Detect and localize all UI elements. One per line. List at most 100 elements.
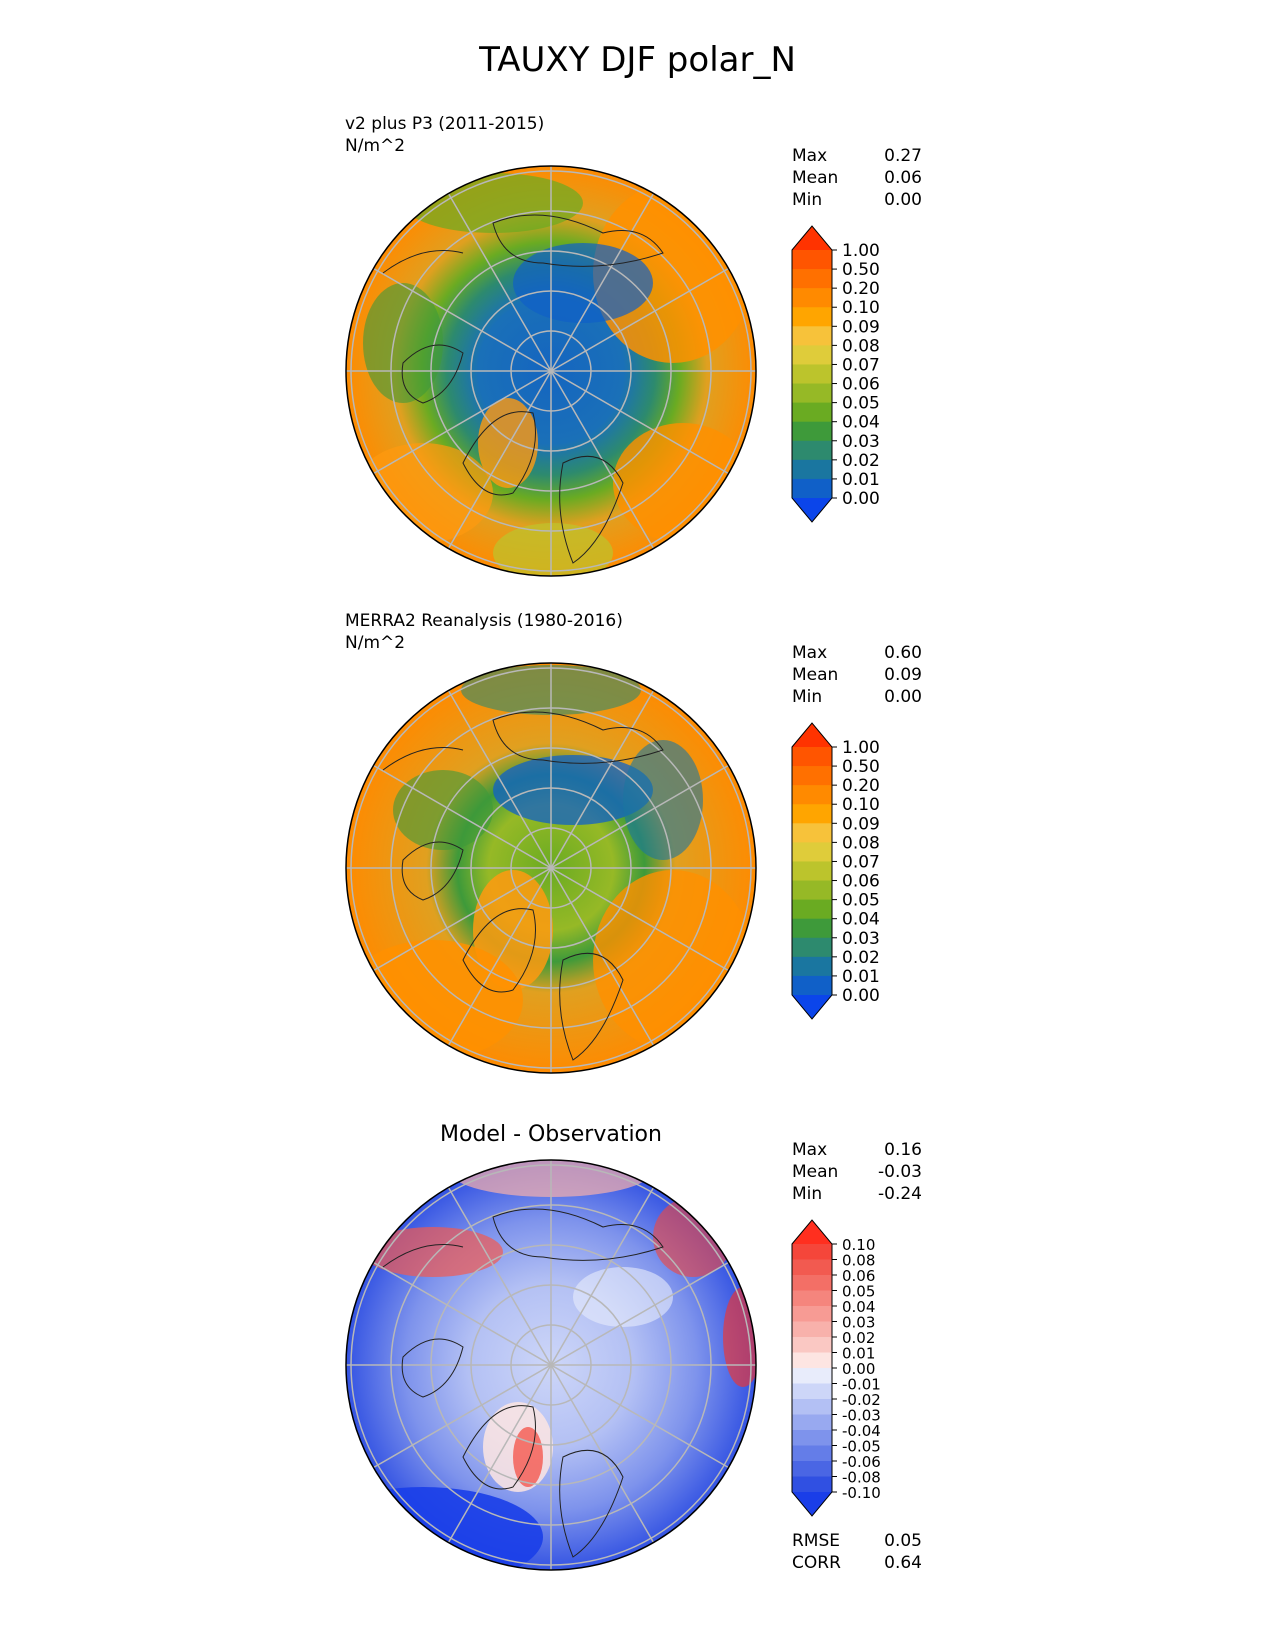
colorbar-extend-min: [792, 995, 832, 1019]
stat-label: Max: [792, 146, 828, 166]
panel1-units: N/m^2: [345, 136, 406, 156]
colorbar-tick-label: -0.08: [842, 1469, 881, 1487]
colorbar-extend-min: [792, 1492, 832, 1516]
colorbar-tick-label: 1.00: [842, 738, 880, 758]
colorbar-tick-label: 0.01: [842, 470, 880, 490]
colorbar-tick-label: 0.06: [842, 1267, 875, 1285]
stat-label: Min: [792, 190, 823, 210]
stat-value: 0.06: [884, 168, 922, 188]
colorbar-segment: [792, 421, 832, 442]
colorbar-tick-label: 0.08: [842, 833, 880, 853]
colorbar-segment: [792, 861, 832, 882]
panel2-units: N/m^2: [345, 633, 406, 653]
stat-label: Mean: [792, 1162, 839, 1182]
colorbar-tick-label: 0.04: [842, 910, 880, 930]
colorbar-segment: [792, 288, 832, 308]
panel2-title: MERRA2 Reanalysis (1980-2016): [345, 611, 623, 631]
colorbar-segment: [792, 383, 832, 404]
colorbar-tick-label: 0.50: [842, 260, 880, 280]
colorbar-tick-label: 0.00: [842, 1360, 875, 1378]
colorbar-segment: [792, 402, 832, 423]
colorbar-tick-label: 0.05: [842, 1283, 875, 1301]
colorbar-segment: [792, 766, 832, 786]
colorbar-segment: [792, 899, 832, 920]
colorbar-extend-max: [792, 226, 832, 250]
colorbar-extend-max: [792, 1220, 832, 1244]
stat-value: -0.03: [878, 1162, 922, 1182]
colorbar-segment: [792, 364, 832, 385]
figure-title: TAUXY DJF polar_N: [479, 40, 796, 80]
colorbar-tick-label: 0.07: [842, 852, 880, 872]
colorbar-tick-label: 0.03: [842, 1314, 875, 1332]
colorbar-tick-label: 0.50: [842, 757, 880, 777]
colorbar-segment: [792, 975, 832, 996]
stat-value: 0.60: [884, 643, 922, 663]
colorbar-tick-label: 0.02: [842, 451, 880, 471]
colorbar-segment: [792, 478, 832, 499]
panel1-polar-map: [345, 165, 757, 577]
panel2-title-block: MERRA2 Reanalysis (1980-2016) N/m^2: [345, 610, 623, 654]
panel3-polar-map: [345, 1159, 757, 1571]
colorbar-extend-max: [792, 723, 832, 747]
panel2-colorbar: 1.000.500.200.100.090.080.070.060.050.04…: [791, 722, 880, 1020]
colorbar-segment: [792, 747, 832, 767]
colorbar-tick-label: 0.02: [842, 948, 880, 968]
stat-label: Mean: [792, 168, 839, 188]
colorbar-tick-label: 0.08: [842, 1252, 875, 1270]
colorbar-tick-label: -0.04: [842, 1422, 881, 1440]
colorbar-segment: [792, 1321, 832, 1338]
colorbar-segment: [792, 842, 832, 862]
colorbar-segment: [792, 1275, 832, 1291]
colorbar-tick-label: 0.10: [842, 298, 880, 318]
colorbar-tick-label: 0.02: [842, 1329, 875, 1347]
colorbar-tick-label: -0.02: [842, 1391, 881, 1409]
colorbar-tick-label: -0.01: [842, 1376, 881, 1394]
stat-value: -0.24: [878, 1184, 922, 1204]
colorbar-segment: [792, 269, 832, 289]
colorbar-segment: [792, 956, 832, 977]
colorbar-tick-label: -0.03: [842, 1407, 881, 1425]
colorbar-extend-min: [792, 498, 832, 522]
colorbar-segment: [792, 1430, 832, 1446]
panel1-title-block: v2 plus P3 (2011-2015) N/m^2: [345, 113, 544, 157]
stat-value: 0.00: [884, 190, 922, 210]
panel3-colorbar: 0.100.080.060.050.040.030.020.010.00-0.0…: [791, 1219, 881, 1517]
colorbar-segment: [792, 1383, 832, 1400]
colorbar-tick-label: 0.05: [842, 891, 880, 911]
colorbar-tick-label: -0.05: [842, 1438, 881, 1456]
colorbar-tick-label: 0.03: [842, 929, 880, 949]
metric-value: 0.64: [884, 1553, 922, 1573]
colorbar-tick-label: 0.09: [842, 317, 880, 337]
colorbar-segment: [792, 1445, 832, 1462]
colorbar-segment: [792, 1461, 832, 1477]
colorbar-tick-label: 0.00: [842, 489, 880, 509]
panel2-polar-map: [345, 662, 757, 1074]
colorbar-segment: [792, 1399, 832, 1415]
metric-label: RMSE: [792, 1531, 841, 1551]
colorbar-segment: [792, 918, 832, 939]
colorbar-tick-label: 0.06: [842, 872, 880, 892]
metric-label: CORR: [792, 1553, 841, 1573]
colorbar-tick-label: 0.10: [842, 1236, 875, 1254]
stat-value: 0.09: [884, 665, 922, 685]
colorbar-segment: [792, 785, 832, 805]
colorbar-segment: [792, 1476, 832, 1493]
colorbar-tick-label: 0.08: [842, 336, 880, 356]
panel3-stats: Max 0.16 Mean -0.03 Min -0.24: [792, 1139, 922, 1205]
colorbar-segment: [792, 326, 832, 346]
colorbar-segment: [792, 1290, 832, 1307]
colorbar-segment: [792, 1306, 832, 1322]
colorbar-tick-label: 0.04: [842, 1298, 875, 1316]
colorbar-segment: [792, 804, 832, 824]
colorbar-segment: [792, 880, 832, 901]
colorbar-tick-label: 0.10: [842, 795, 880, 815]
colorbar-segment: [792, 823, 832, 843]
colorbar-segment: [792, 345, 832, 365]
stat-label: Min: [792, 687, 823, 707]
colorbar-tick-label: 0.00: [842, 986, 880, 1006]
stat-value: 0.27: [884, 146, 922, 166]
panel3-metrics: RMSE 0.05 CORR 0.64: [792, 1530, 922, 1574]
colorbar-tick-label: 0.09: [842, 814, 880, 834]
colorbar-segment: [792, 1337, 832, 1353]
colorbar-segment: [792, 1368, 832, 1384]
